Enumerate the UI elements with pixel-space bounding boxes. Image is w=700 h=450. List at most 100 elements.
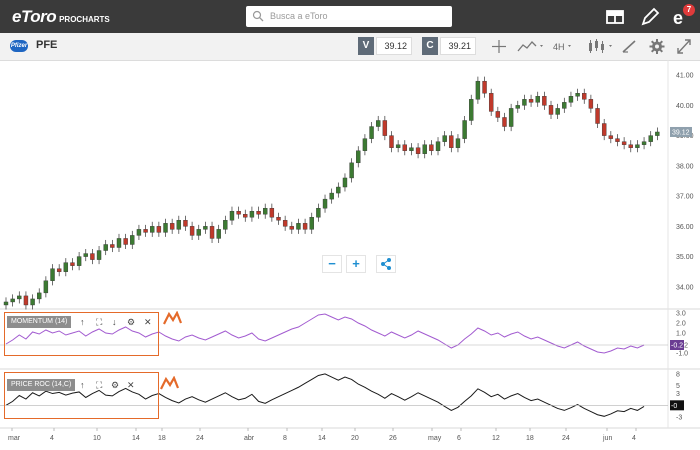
candle [256,211,261,215]
candle [455,138,461,148]
candle [415,147,421,154]
y-tick-label: 1.0 [676,331,686,338]
close-icon[interactable]: ✕ [127,380,135,390]
candle [110,244,115,248]
candle [475,80,481,100]
search-icon [252,10,264,22]
search-box[interactable]: Busca a eToro [246,6,452,27]
candle [382,120,388,136]
move-down-icon[interactable]: ↓ [112,317,117,327]
move-up-icon[interactable]: ↑ [80,380,85,390]
candle [621,141,627,145]
y-tick-label: 41.00 [676,73,694,80]
chart-area[interactable]: 41.0040.0039.0038.0037.0036.0035.0034.00… [0,60,700,450]
notification-badge[interactable]: 7 [683,4,695,16]
candle [70,262,75,266]
y-tick-label: 37.00 [676,194,694,201]
timeframe-selector[interactable]: 4H [553,42,565,52]
zoom-out-button[interactable]: − [322,255,342,273]
candle [615,138,620,142]
zoom-in-button[interactable]: + [346,255,366,273]
candle [96,250,102,260]
candle [296,223,301,230]
x-tick-label: 18 [526,435,534,442]
candle [582,93,587,100]
candle [608,135,614,139]
momentum-line [5,313,645,354]
candle [548,105,554,115]
candle [402,144,407,151]
etoro-logo[interactable]: eToro PROCHARTS [12,7,110,27]
momentum-label[interactable]: MOMENTUM (14) [7,316,72,328]
candle [209,226,215,239]
x-tick-label: 12 [492,435,500,442]
candle [555,108,560,115]
logo-text: eToro [12,7,57,26]
gear-icon[interactable] [648,37,666,56]
last-price-label: 39.12 [672,129,690,136]
pencil-icon[interactable] [639,6,661,28]
y-tick-label: 40.00 [676,103,694,110]
candle [322,198,328,209]
roc-highlight [4,372,159,419]
candle [395,144,401,148]
line-chart-type-icon[interactable] [516,37,546,56]
indicator-settings-icon[interactable]: ⚙ [127,317,136,327]
candle [482,80,487,94]
candle [183,220,188,227]
expand-icon[interactable]: ⛶ [96,380,103,390]
candle [508,108,514,127]
x-tick-label: 4 [632,435,636,442]
candle [56,268,62,272]
last-price-tag [670,126,692,137]
sell-button[interactable]: V [358,37,374,55]
candle [316,207,321,218]
candle [449,135,454,148]
top-bar: eToro PROCHARTS Busca a eToro e 7 [0,0,700,33]
annotation-arrow-icon [163,311,183,325]
x-tick-label: may [428,435,442,442]
candle [435,141,441,151]
candle [422,144,427,154]
indicator-settings-icon[interactable]: ⚙ [111,380,120,390]
share-button[interactable] [376,255,396,273]
drawing-tools-icon[interactable] [620,37,640,56]
move-up-icon[interactable]: ↑ [80,317,85,327]
x-tick-label: 24 [196,435,204,442]
candle [409,147,414,151]
candle [389,135,394,148]
candle [76,256,82,266]
candle [515,105,520,109]
candle [136,229,142,236]
candle [143,229,148,233]
y-tick-label: 2.0 [676,321,686,328]
candle [562,102,567,109]
etoro-e-icon[interactable]: e [670,6,692,28]
candle [488,93,494,112]
roc-label[interactable]: PRICE ROC (14,C) [7,379,76,391]
fullscreen-icon[interactable] [675,37,693,56]
buy-button[interactable]: C [422,37,438,55]
crosshair-icon[interactable] [489,37,509,56]
candle [216,229,221,239]
chevron-down-icon[interactable] [567,37,575,56]
layout-icon[interactable] [604,6,626,28]
y-tick-label: 36.00 [676,224,694,231]
y-tick-label: 5 [676,383,680,390]
candles-icon[interactable] [586,37,616,56]
x-tick-label: 10 [93,435,101,442]
candle [601,123,607,136]
close-icon[interactable]: ✕ [144,317,152,327]
last-value-tag [670,400,684,411]
logo-suffix: PROCHARTS [59,15,110,24]
x-tick-label: 24 [562,435,570,442]
search-input[interactable]: Busca a eToro [270,11,328,21]
candle [43,280,49,294]
buy-price: 39.21 [440,37,476,55]
candle [63,262,69,272]
candle [641,141,647,145]
candle [575,93,580,97]
expand-icon[interactable]: ⛶ [96,317,103,327]
x-tick-label: jun [602,435,612,442]
candle [176,220,182,230]
